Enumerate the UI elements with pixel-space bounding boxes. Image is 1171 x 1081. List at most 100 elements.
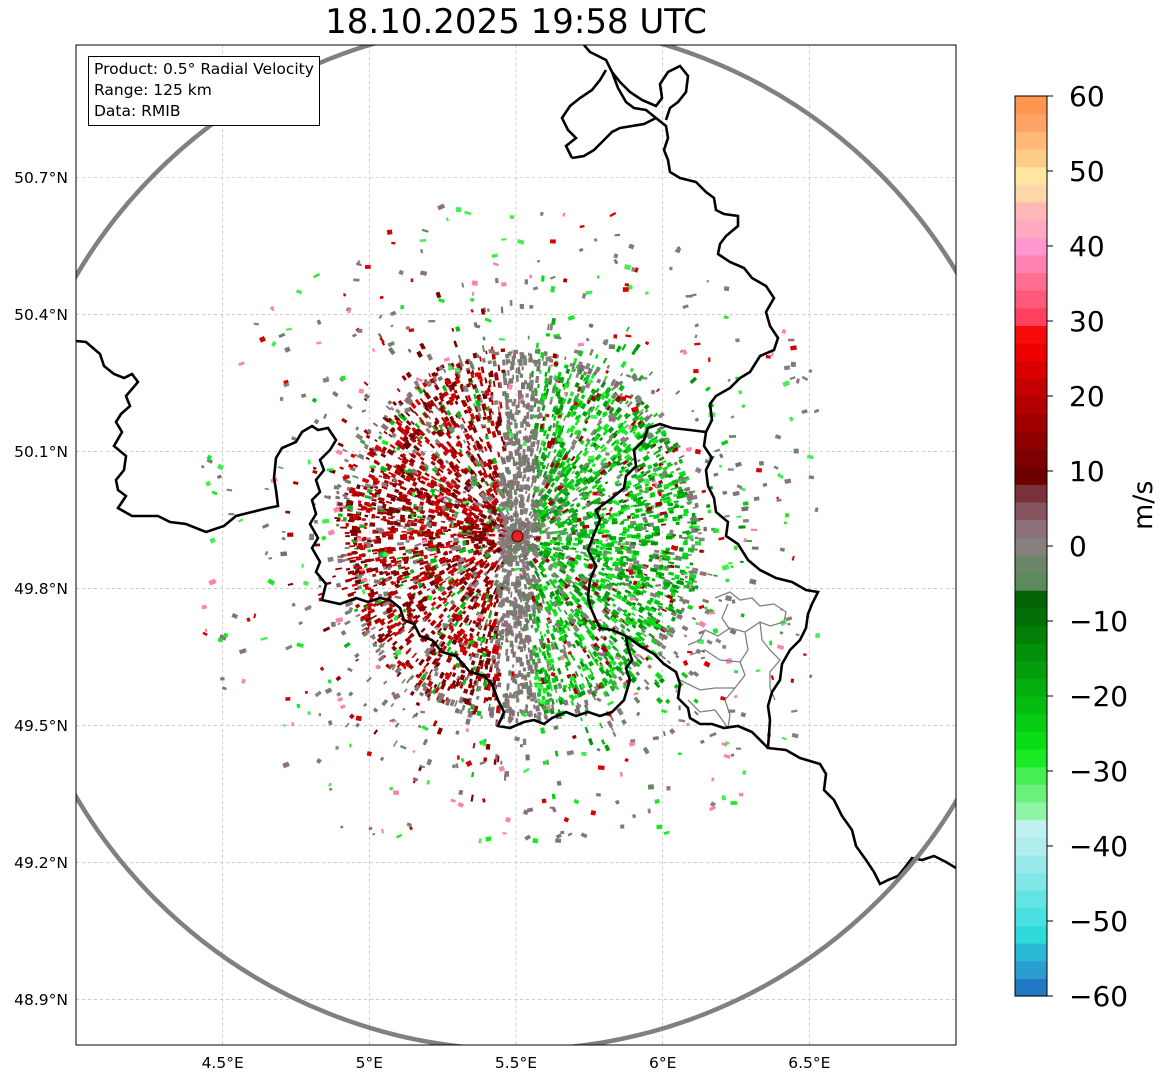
echo-pixel — [678, 470, 687, 478]
echo-pixel — [405, 602, 412, 609]
echo-pixel — [431, 430, 437, 436]
echo-pixel — [489, 370, 494, 378]
echo-pixel — [645, 540, 651, 543]
echo-pixel — [453, 340, 458, 348]
echo-pixel — [390, 702, 395, 708]
echo-pixel — [695, 528, 701, 531]
echo-pixel — [413, 559, 420, 565]
echo-pixel — [625, 541, 630, 546]
echo-pixel — [375, 516, 380, 519]
echo-pixel — [364, 494, 372, 500]
echo-pixel — [488, 483, 494, 489]
echo-pixel — [538, 447, 542, 454]
echo-pixel — [450, 445, 457, 453]
echo-pixel — [535, 646, 538, 651]
echo-pixel — [658, 635, 664, 641]
echo-pixel — [547, 425, 552, 432]
echo-pixel — [280, 551, 288, 557]
echo-pixel — [633, 559, 640, 566]
echo-pixel — [455, 458, 461, 464]
echo-pixel — [349, 545, 355, 548]
echo-pixel — [379, 599, 387, 605]
echo-pixel — [629, 544, 636, 549]
echo-pixel — [626, 534, 633, 539]
echo-pixel — [608, 582, 614, 587]
echo-pixel — [543, 385, 547, 392]
echo-pixel — [495, 633, 499, 640]
echo-pixel — [556, 594, 562, 602]
echo-pixel — [519, 744, 523, 748]
echo-pixel — [464, 512, 473, 518]
echo-pixel — [529, 512, 536, 519]
echo-pixel — [571, 470, 576, 475]
echo-pixel — [643, 523, 650, 527]
echo-pixel — [660, 644, 667, 650]
echo-pixel — [379, 756, 385, 762]
echo-pixel — [445, 558, 452, 564]
echo-pixel — [392, 477, 398, 483]
echo-pixel — [419, 501, 425, 507]
echo-pixel — [544, 413, 547, 418]
echo-pixel — [635, 631, 642, 638]
echo-pixel — [417, 505, 422, 511]
echo-pixel — [378, 547, 385, 552]
echo-pixel — [397, 456, 403, 461]
echo-pixel — [591, 364, 595, 369]
echo-pixel — [536, 406, 541, 413]
echo-pixel — [454, 400, 459, 405]
echo-pixel — [527, 335, 530, 340]
echo-pixel — [442, 451, 448, 457]
echo-pixel — [502, 440, 506, 446]
echo-pixel — [605, 691, 610, 697]
echo-pixel — [560, 451, 564, 456]
echo-pixel — [654, 549, 660, 553]
echo-pixel — [407, 594, 416, 602]
echo-pixel — [611, 456, 617, 462]
echo-pixel — [507, 482, 511, 489]
echo-pixel — [549, 506, 555, 513]
echo-pixel — [615, 460, 622, 467]
echo-pixel — [742, 501, 749, 506]
echo-pixel — [388, 471, 393, 476]
echo-pixel — [557, 606, 562, 613]
echo-pixel — [549, 590, 556, 598]
echo-pixel — [404, 637, 410, 643]
echo-pixel — [376, 602, 382, 607]
echo-pixel — [512, 374, 515, 380]
echo-pixel — [356, 545, 364, 550]
echo-pixel — [486, 567, 492, 574]
echo-pixel — [607, 426, 615, 434]
echo-pixel — [443, 416, 450, 423]
echo-pixel — [722, 490, 728, 495]
echo-pixel — [508, 514, 514, 519]
echo-pixel — [617, 422, 624, 429]
echo-pixel — [584, 533, 591, 539]
echo-pixel — [481, 357, 486, 363]
echo-pixel — [490, 476, 495, 482]
echo-pixel — [375, 557, 381, 562]
echo-pixel — [436, 622, 442, 629]
echo-pixel — [523, 625, 528, 631]
echo-pixel — [542, 441, 546, 447]
echo-pixel — [689, 525, 694, 527]
echo-pixel — [713, 574, 718, 577]
echo-pixel — [473, 500, 482, 508]
echo-pixel — [453, 613, 460, 619]
echo-pixel — [419, 566, 424, 570]
echo-pixel — [538, 647, 542, 653]
echo-pixel — [470, 794, 474, 802]
echo-pixel — [430, 460, 436, 466]
echo-pixel — [576, 502, 580, 506]
echo-pixel — [611, 684, 617, 690]
echo-pixel — [713, 528, 719, 533]
echo-pixel — [601, 609, 609, 616]
echo-pixel — [513, 677, 516, 684]
echo-pixel — [443, 597, 448, 602]
echo-pixel — [406, 678, 411, 684]
echo-pixel — [542, 689, 547, 694]
echo-pixel — [335, 675, 342, 682]
echo-pixel — [654, 679, 660, 685]
echo-pixel — [506, 466, 511, 475]
echo-pixel — [314, 690, 322, 698]
echo-pixel — [553, 415, 557, 420]
